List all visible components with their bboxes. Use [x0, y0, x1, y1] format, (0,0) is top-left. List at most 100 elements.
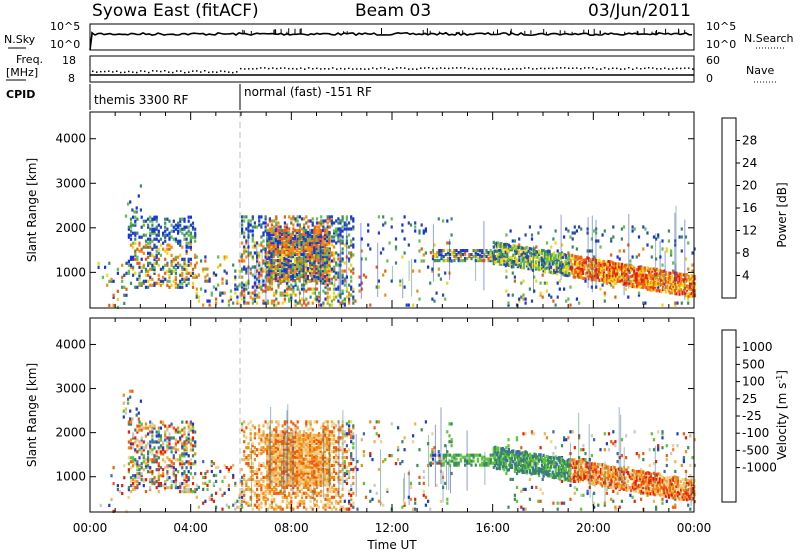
range-cell — [534, 253, 538, 257]
range-cell — [693, 294, 696, 298]
range-cell — [323, 245, 327, 249]
range-cell — [195, 495, 198, 499]
range-cell — [487, 253, 490, 257]
range-cell — [461, 253, 464, 257]
range-cell — [194, 253, 197, 257]
range-cell — [240, 297, 243, 301]
range-cell — [571, 268, 574, 272]
range-cell — [522, 253, 526, 257]
range-cell — [132, 223, 135, 227]
range-cell — [253, 483, 256, 487]
range-cell — [241, 281, 244, 285]
nave-dot — [208, 71, 210, 74]
range-cell — [545, 250, 548, 254]
range-cell — [279, 265, 282, 269]
range-cell — [320, 281, 323, 285]
range-cell — [104, 265, 107, 269]
range-cell — [138, 424, 141, 428]
range-cell — [225, 281, 228, 285]
range-cell — [556, 269, 559, 273]
range-cell — [528, 257, 532, 261]
range-cell — [136, 430, 139, 434]
range-cell — [596, 276, 600, 280]
range-cell — [678, 292, 681, 296]
range-cell — [534, 255, 538, 259]
range-cell — [258, 261, 261, 265]
range-cell — [168, 436, 171, 440]
range-cell — [268, 249, 271, 253]
nave-dot — [548, 67, 550, 70]
range-cell — [298, 271, 301, 275]
range-cell — [159, 279, 162, 283]
range-cell — [341, 289, 344, 293]
range-cell — [279, 261, 282, 265]
range-cell — [187, 422, 190, 426]
range-cell — [147, 285, 150, 289]
range-cell — [258, 430, 261, 434]
range-cell — [495, 246, 498, 250]
range-cell — [234, 277, 237, 281]
range-cell — [442, 255, 445, 259]
range-cell — [189, 263, 192, 267]
range-cell — [323, 249, 327, 253]
range-cell — [240, 291, 243, 295]
range-cell — [311, 277, 314, 281]
range-cell — [427, 265, 430, 269]
range-cell — [348, 291, 351, 295]
y-tick-label: 1000 — [55, 265, 86, 279]
range-cell — [162, 472, 165, 476]
range-cell — [324, 420, 327, 424]
range-cell — [684, 257, 688, 261]
range-cell — [138, 464, 141, 468]
nave-dot — [612, 67, 614, 69]
range-cell — [648, 276, 651, 280]
range-cell — [268, 505, 271, 509]
range-cell — [664, 277, 667, 281]
range-cell — [272, 251, 275, 255]
range-cell — [264, 465, 267, 470]
range-cell — [563, 252, 566, 257]
range-cell — [497, 259, 500, 263]
range-cell — [444, 297, 447, 301]
range-cell — [287, 239, 290, 243]
range-cell — [168, 237, 171, 241]
range-cell — [670, 282, 673, 286]
range-cell — [206, 483, 209, 487]
range-cell — [335, 277, 338, 281]
range-cell — [147, 223, 150, 227]
range-cell — [401, 229, 404, 233]
range-cell — [306, 277, 309, 281]
range-cell — [260, 249, 263, 253]
range-cell — [367, 243, 370, 247]
range-cell — [500, 245, 503, 249]
range-cell — [245, 501, 248, 505]
range-cell — [212, 473, 215, 478]
range-cell — [285, 228, 288, 233]
range-cell — [679, 279, 683, 284]
range-cell — [646, 266, 649, 270]
range-cell — [631, 255, 634, 259]
range-cell — [298, 223, 301, 227]
range-cell — [189, 239, 192, 243]
range-cell — [436, 259, 439, 263]
range-cell — [505, 233, 508, 237]
range-cell — [613, 277, 616, 281]
range-cell — [627, 264, 630, 268]
range-cell — [274, 277, 277, 281]
range-cell — [420, 223, 423, 227]
range-cell — [185, 243, 188, 247]
range-cell — [307, 436, 310, 440]
range-cell — [262, 479, 265, 483]
range-cell — [571, 257, 574, 261]
range-cell — [330, 259, 333, 263]
range-cell — [323, 228, 327, 233]
range-cell — [377, 285, 380, 289]
range-cell — [598, 260, 601, 264]
range-cell — [287, 255, 290, 259]
range-cell — [137, 417, 140, 421]
range-cell — [134, 488, 137, 492]
range-cell — [390, 279, 393, 283]
range-cell — [285, 239, 288, 243]
range-cell — [139, 184, 142, 188]
